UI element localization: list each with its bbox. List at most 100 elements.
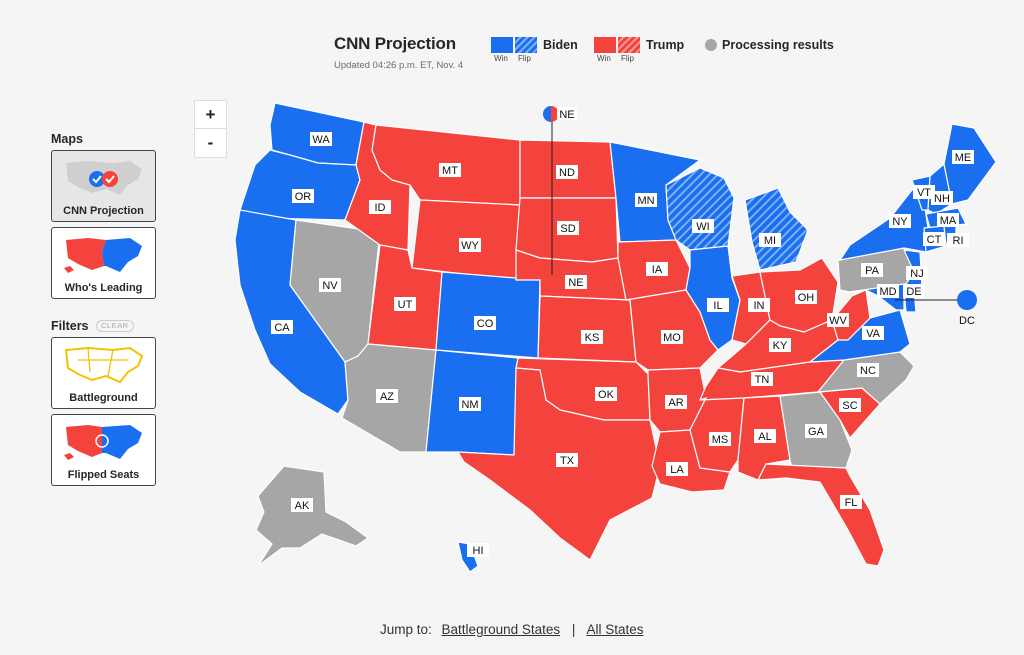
state-label-bg	[319, 278, 341, 292]
state-label-bg	[913, 185, 935, 199]
map-option-whos-leading[interactable]: Who's Leading	[51, 227, 156, 299]
state-label-tn: TN	[755, 374, 770, 386]
state-label-wy: WY	[461, 240, 479, 252]
state-label-bg	[857, 363, 879, 377]
ne-district-marker[interactable]: NE	[543, 106, 577, 122]
state-label-md: MD	[879, 286, 896, 298]
biden-win-swatch	[491, 37, 513, 53]
map-option-label: CNN Projection	[63, 205, 144, 217]
state-label-vt: VT	[917, 187, 931, 199]
state-label-ks: KS	[585, 332, 600, 344]
state-label-ga: GA	[808, 426, 825, 438]
biden-flip-swatch	[515, 37, 537, 53]
state-label-sc: SC	[842, 400, 857, 412]
legend-processing-label: Processing results	[722, 38, 834, 52]
filter-label: Battleground	[69, 392, 138, 404]
map-header: CNN Projection Updated 04:26 p.m. ET, No…	[334, 34, 463, 71]
state-label-mi: MI	[764, 235, 776, 247]
state-label-va: VA	[866, 328, 881, 340]
state-label-bg	[665, 395, 687, 409]
legend-biden-flip: Flip	[518, 54, 531, 63]
state-wi[interactable]	[665, 167, 735, 251]
state-co[interactable]	[435, 271, 541, 359]
state-mi[interactable]	[744, 187, 809, 271]
state-fl[interactable]	[756, 463, 885, 567]
state-label-ca: CA	[274, 322, 290, 334]
state-label-bg	[906, 266, 928, 280]
zoom-out-button[interactable]: -	[194, 128, 227, 158]
state-label-mn: MN	[637, 195, 654, 207]
state-label-bg	[595, 387, 617, 401]
state-label-bg	[369, 200, 391, 214]
state-label-bg	[840, 495, 862, 509]
state-label-bg	[394, 297, 416, 311]
filter-flipped-seats[interactable]: Flipped Seats	[51, 414, 156, 486]
legend-processing: Processing results	[705, 38, 834, 52]
state-label-nv: NV	[322, 280, 338, 292]
state-label-bg	[707, 298, 729, 312]
state-label-ut: UT	[398, 299, 413, 311]
legend-biden-win: Win	[494, 54, 508, 63]
page-title: CNN Projection	[334, 34, 456, 53]
state-label-mo: MO	[663, 332, 681, 344]
battleground-states-link[interactable]: Battleground States	[441, 622, 561, 637]
state-label-il: IL	[713, 300, 722, 312]
ne-callout-label-bg	[557, 107, 577, 120]
filter-battleground[interactable]: Battleground	[51, 337, 156, 409]
all-states-link[interactable]: All States	[586, 622, 644, 637]
state-label-hi: HI	[473, 545, 484, 557]
state-label-bg	[709, 432, 731, 446]
state-label-bg	[751, 372, 773, 386]
state-label-bg	[474, 316, 496, 330]
state-label-pa: PA	[865, 265, 880, 277]
dc-marker[interactable]: DC	[957, 290, 977, 327]
map-option-cnn-projection[interactable]: CNN Projection	[51, 150, 156, 222]
state-label-sd: SD	[560, 223, 575, 235]
legend-biden: Biden Win Flip	[491, 37, 578, 67]
state-label-oh: OH	[798, 292, 815, 304]
state-label-me: ME	[955, 152, 972, 164]
state-label-bg	[692, 219, 714, 233]
state-label-bg	[947, 233, 969, 247]
state-label-ar: AR	[668, 397, 683, 409]
state-label-nd: ND	[559, 167, 575, 179]
clear-filters-button[interactable]: CLEAR	[96, 320, 134, 332]
maps-heading: Maps	[51, 132, 83, 146]
trump-win-swatch	[594, 37, 616, 53]
state-label-al: AL	[758, 431, 771, 443]
state-label-bg	[581, 330, 603, 344]
state-label-ma: MA	[940, 215, 957, 227]
state-label-bg	[291, 498, 313, 512]
state-wv[interactable]	[831, 289, 871, 341]
projection-thumbnail-icon	[66, 161, 142, 195]
ne-callout-label: NE	[559, 109, 574, 121]
state-label-bg	[877, 284, 899, 298]
state-label-id: ID	[375, 202, 386, 214]
state-label-or: OR	[295, 191, 312, 203]
state-label-co: CO	[477, 318, 494, 330]
state-label-nc: NC	[860, 365, 876, 377]
state-label-bg	[748, 298, 770, 312]
state-ks[interactable]	[537, 295, 637, 363]
state-label-wa: WA	[312, 134, 330, 146]
filter-label: Flipped Seats	[67, 469, 140, 481]
state-label-bg	[439, 163, 461, 177]
legend-trump: Trump Win Flip	[594, 37, 684, 67]
map-option-label: Who's Leading	[64, 282, 143, 294]
state-label-nm: NM	[461, 399, 478, 411]
state-label-bg	[557, 221, 579, 235]
trump-flip-swatch	[618, 37, 640, 53]
state-label-bg	[661, 330, 683, 344]
state-label-bg	[889, 214, 911, 228]
legend-trump-name: Trump	[646, 38, 685, 52]
state-label-ne: NE	[568, 277, 583, 289]
state-label-fl: FL	[845, 497, 858, 509]
state-ak[interactable]	[255, 465, 370, 567]
legend-trump-win: Win	[597, 54, 611, 63]
state-label-ms: MS	[712, 434, 729, 446]
state-label-bg	[769, 338, 791, 352]
dc-callout-label: DC	[959, 315, 975, 327]
state-label-ky: KY	[773, 340, 788, 352]
state-label-de: DE	[906, 286, 921, 298]
state-label-bg	[310, 132, 332, 146]
